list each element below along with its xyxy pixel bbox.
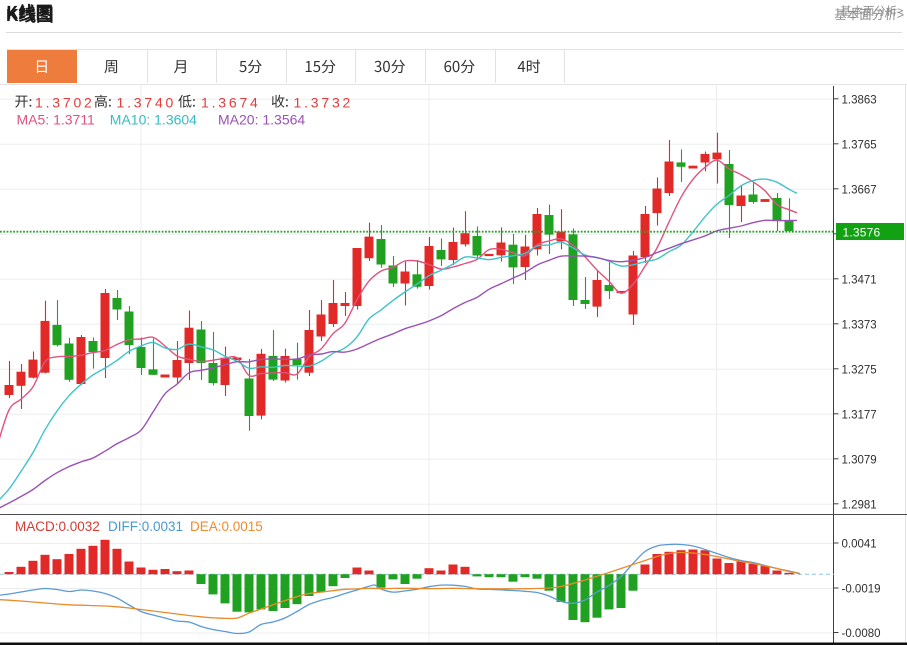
svg-text:1.3079: 1.3079 <box>842 454 877 466</box>
svg-text:1.3373: 1.3373 <box>842 319 877 331</box>
svg-text:MA5: 1.3711: MA5: 1.3711 <box>17 112 96 128</box>
svg-text:1.3863: 1.3863 <box>842 94 877 106</box>
svg-text:MACD:0.0032: MACD:0.0032 <box>15 519 100 534</box>
svg-text:0.0041: 0.0041 <box>842 539 877 551</box>
svg-text:1.3576: 1.3576 <box>843 225 881 239</box>
svg-text:1.3702: 1.3702 <box>35 95 95 111</box>
svg-text:1.3471: 1.3471 <box>842 274 877 286</box>
svg-text:1.2981: 1.2981 <box>842 499 877 511</box>
svg-text:1.3674: 1.3674 <box>201 95 261 111</box>
svg-text:MA20: 1.3564: MA20: 1.3564 <box>218 112 305 128</box>
svg-text:DIFF:0.0031: DIFF:0.0031 <box>108 519 183 534</box>
svg-text:1.3765: 1.3765 <box>842 139 877 151</box>
svg-text:1.3177: 1.3177 <box>842 409 877 421</box>
svg-text:-0.0019: -0.0019 <box>842 584 881 596</box>
svg-text:DEA:0.0015: DEA:0.0015 <box>190 519 263 534</box>
svg-text:1.3732: 1.3732 <box>294 95 354 111</box>
svg-text:-0.0080: -0.0080 <box>842 628 881 640</box>
svg-text:1.3740: 1.3740 <box>117 95 177 111</box>
svg-text:1.3275: 1.3275 <box>842 364 877 376</box>
svg-text:MA10: 1.3604: MA10: 1.3604 <box>110 112 197 128</box>
svg-text:1.3667: 1.3667 <box>842 184 877 196</box>
